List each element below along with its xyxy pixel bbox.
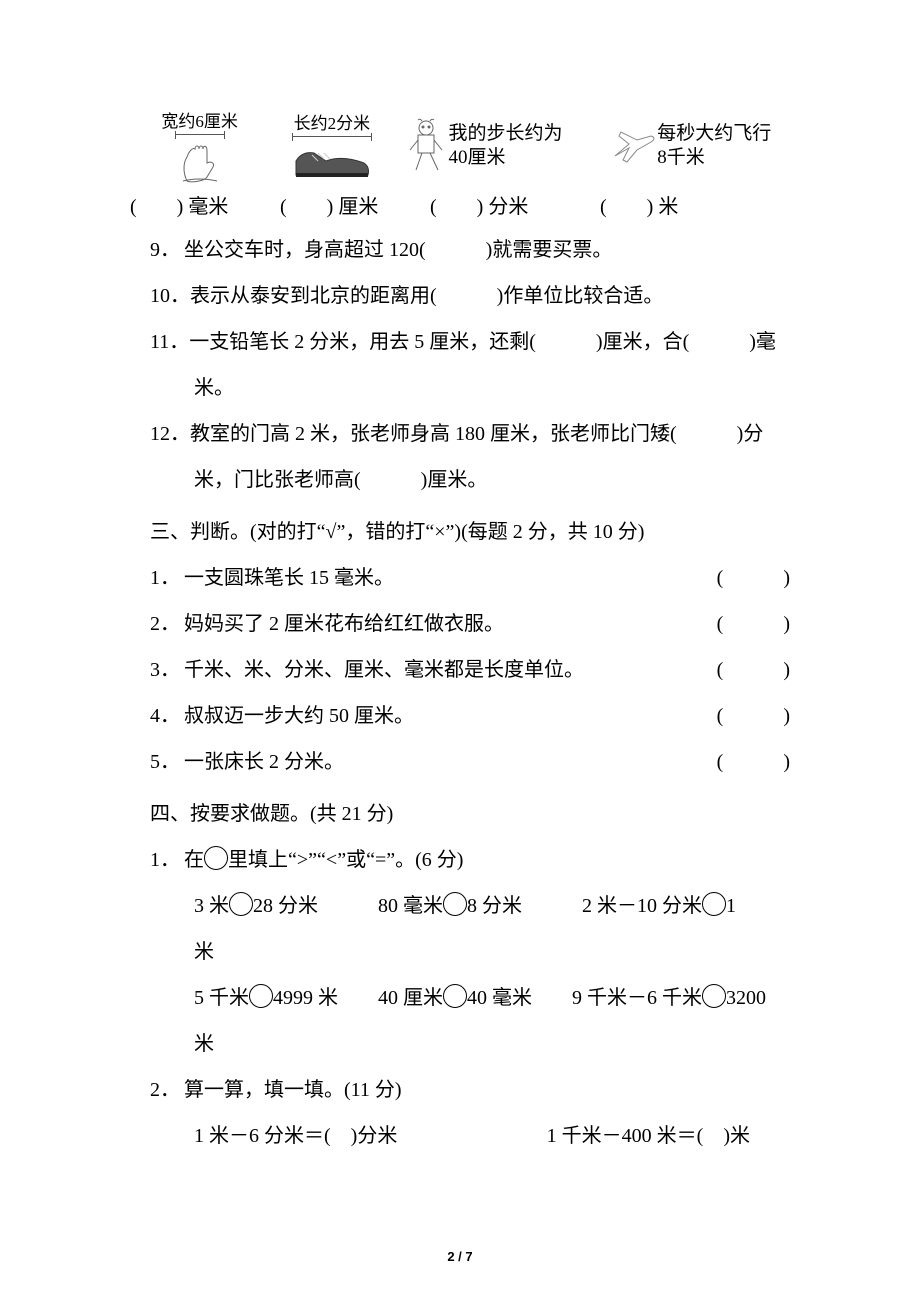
q12: 12．教室的门高 2 米，张老师身高 180 厘米，张老师比门矮( )分 — [150, 411, 800, 457]
sec3-5-paren: ( ) — [717, 739, 790, 785]
sec3-5-num: 5． — [150, 739, 184, 785]
sec4-p1: 1．在 里填上“>”“<”或“=”。(6 分) — [150, 837, 800, 883]
q9-num: 9． — [150, 227, 184, 273]
sec4-p2-left: 1 米－6 分米＝( )分米 — [194, 1113, 397, 1159]
sec4-p2-num: 2． — [150, 1067, 184, 1113]
sec4-p1-lead: 在 — [184, 849, 204, 871]
sec3-item-1: 1．一支圆珠笔长 15 毫米。 ( ) — [150, 555, 800, 601]
sec3-2-num: 2． — [150, 601, 184, 647]
arrow-icon — [292, 136, 372, 145]
q10-num: 10． — [150, 273, 190, 319]
sec3-4-num: 4． — [150, 693, 184, 739]
sec4-p1-num: 1． — [150, 837, 184, 883]
q8-robot-label: 我的步长约为 — [448, 122, 562, 147]
q12-num: 12． — [150, 411, 190, 457]
q12-text-b: 米，门比张老师高( )厘米。 — [194, 469, 487, 491]
circle-icon — [443, 892, 467, 916]
sec4-title: 四、按要求做题。(共 21 分) — [150, 791, 800, 837]
sec3-3-paren: ( ) — [717, 647, 790, 693]
sec4-p1-row1-tail: 米 — [150, 929, 800, 975]
sec3-item-2: 2．妈妈买了 2 厘米花布给红红做衣服。 ( ) — [150, 601, 800, 647]
q8-item-robot: 我的步长约为 40厘米 — [404, 118, 603, 174]
plane-icon — [611, 126, 657, 166]
r2a: 5 千米 — [194, 987, 249, 1009]
q9-text: 坐公交车时，身高超过 120( )就需要买票。 — [184, 239, 612, 261]
hand-icon — [177, 143, 223, 183]
q8-blank-1: ( ) 毫米 — [130, 187, 280, 227]
r2c: 40 厘米 — [378, 987, 443, 1009]
sec4-p2-right: 1 千米－400 米＝( )米 — [547, 1113, 750, 1159]
circle-icon — [204, 846, 228, 870]
q11-text-b: 米。 — [194, 377, 234, 399]
r1c: 80 毫米 — [378, 895, 443, 917]
r1f: 1 — [726, 895, 736, 917]
r2b: 4999 米 — [273, 987, 338, 1009]
q11-text-a: 一支铅笔长 2 分米，用去 5 厘米，还剩( )厘米，合( )毫 — [189, 331, 776, 353]
sec3-4-paren: ( ) — [717, 693, 790, 739]
q8-plane-label: 每秒大约飞行 — [657, 122, 771, 147]
sec3-2-text: 妈妈买了 2 厘米花布给红红做衣服。 — [184, 613, 504, 635]
sec4-p1-tail: 里填上“>”“<”或“=”。(6 分) — [228, 849, 463, 871]
q11: 11．一支铅笔长 2 分米，用去 5 厘米，还剩( )厘米，合( )毫 — [150, 319, 800, 365]
sec3-1-text: 一支圆珠笔长 15 毫米。 — [184, 567, 394, 589]
q8-item-shoe: 长约2分米 — [267, 112, 396, 181]
page-footer: 2 / 7 — [0, 1242, 920, 1272]
r1d: 8 分米 — [467, 895, 522, 917]
robot-icon — [404, 118, 448, 174]
sec4-p2-row: 1 米－6 分米＝( )分米 1 千米－400 米＝( )米 — [150, 1113, 800, 1159]
q11-cont: 米。 — [150, 365, 800, 411]
sec3-4-text: 叔叔迈一步大约 50 厘米。 — [184, 705, 414, 727]
sec4-p1-row2-tail: 米 — [150, 1021, 800, 1067]
q8-answer-row: ( ) 毫米 ( ) 厘米 ( ) 分米 ( ) 米 — [130, 187, 800, 227]
circle-icon — [229, 892, 253, 916]
q8-illustrations: 宽约6厘米 长约2分米 — [140, 110, 800, 183]
r1e: 2 米－10 分米 — [582, 895, 702, 917]
arrow-icon — [175, 134, 225, 143]
q10: 10．表示从泰安到北京的距离用( )作单位比较合适。 — [150, 273, 800, 319]
circle-icon — [443, 984, 467, 1008]
q11-num: 11． — [150, 319, 189, 365]
q10-text: 表示从泰安到北京的距离用( )作单位比较合适。 — [190, 285, 663, 307]
sec3-1-num: 1． — [150, 555, 184, 601]
q8-robot-sub: 40厘米 — [448, 146, 562, 171]
sec3-title: 三、判断。(对的打“√”，错的打“×”)(每题 2 分，共 10 分) — [150, 509, 800, 555]
q8-item-plane: 每秒大约飞行 8千米 — [611, 122, 800, 171]
q9: 9．坐公交车时，身高超过 120( )就需要买票。 — [150, 227, 800, 273]
circle-icon — [249, 984, 273, 1008]
sec3-item-4: 4．叔叔迈一步大约 50 厘米。 ( ) — [150, 693, 800, 739]
sec3-item-5: 5．一张床长 2 分米。 ( ) — [150, 739, 800, 785]
q8-plane-sub: 8千米 — [657, 146, 771, 171]
r1b: 28 分米 — [253, 895, 318, 917]
q12-cont: 米，门比张老师高( )厘米。 — [150, 457, 800, 503]
footer-text: 2 / 7 — [447, 1249, 472, 1264]
q8-item-hand: 宽约6厘米 — [140, 110, 259, 183]
sec3-5-text: 一张床长 2 分米。 — [184, 751, 344, 773]
sec4-p1-row1: 3 米 28 分米 80 毫米 8 分米 2 米－10 分米 1 — [150, 883, 800, 929]
r2e: 9 千米－6 千米 — [572, 987, 702, 1009]
circle-icon — [702, 892, 726, 916]
sec3-item-3: 3．千米、米、分米、厘米、毫米都是长度单位。 ( ) — [150, 647, 800, 693]
q8-blank-2: ( ) 厘米 — [280, 187, 430, 227]
q8-blank-3: ( ) 分米 — [430, 187, 600, 227]
r2f: 3200 — [726, 987, 766, 1009]
q8-shoe-label: 长约2分米 — [294, 112, 371, 136]
page: 宽约6厘米 长约2分米 — [0, 0, 920, 1302]
sec3-2-paren: ( ) — [717, 601, 790, 647]
sec4-p1-row2: 5 千米 4999 米 40 厘米 40 毫米 9 千米－6 千米 3200 — [150, 975, 800, 1021]
q8-hand-label: 宽约6厘米 — [161, 110, 238, 134]
r1a: 3 米 — [194, 895, 229, 917]
q8-blank-4: ( ) 米 — [600, 187, 750, 227]
shoe-icon — [292, 145, 372, 181]
q12-text-a: 教室的门高 2 米，张老师身高 180 厘米，张老师比门矮( )分 — [190, 423, 763, 445]
sec3-3-text: 千米、米、分米、厘米、毫米都是长度单位。 — [184, 659, 584, 681]
r2d: 40 毫米 — [467, 987, 532, 1009]
sec4-p2-title: 算一算，填一填。(11 分) — [184, 1079, 402, 1101]
circle-icon — [702, 984, 726, 1008]
sec4-p2: 2．算一算，填一填。(11 分) — [150, 1067, 800, 1113]
sec3-1-paren: ( ) — [717, 555, 790, 601]
sec3-3-num: 3． — [150, 647, 184, 693]
